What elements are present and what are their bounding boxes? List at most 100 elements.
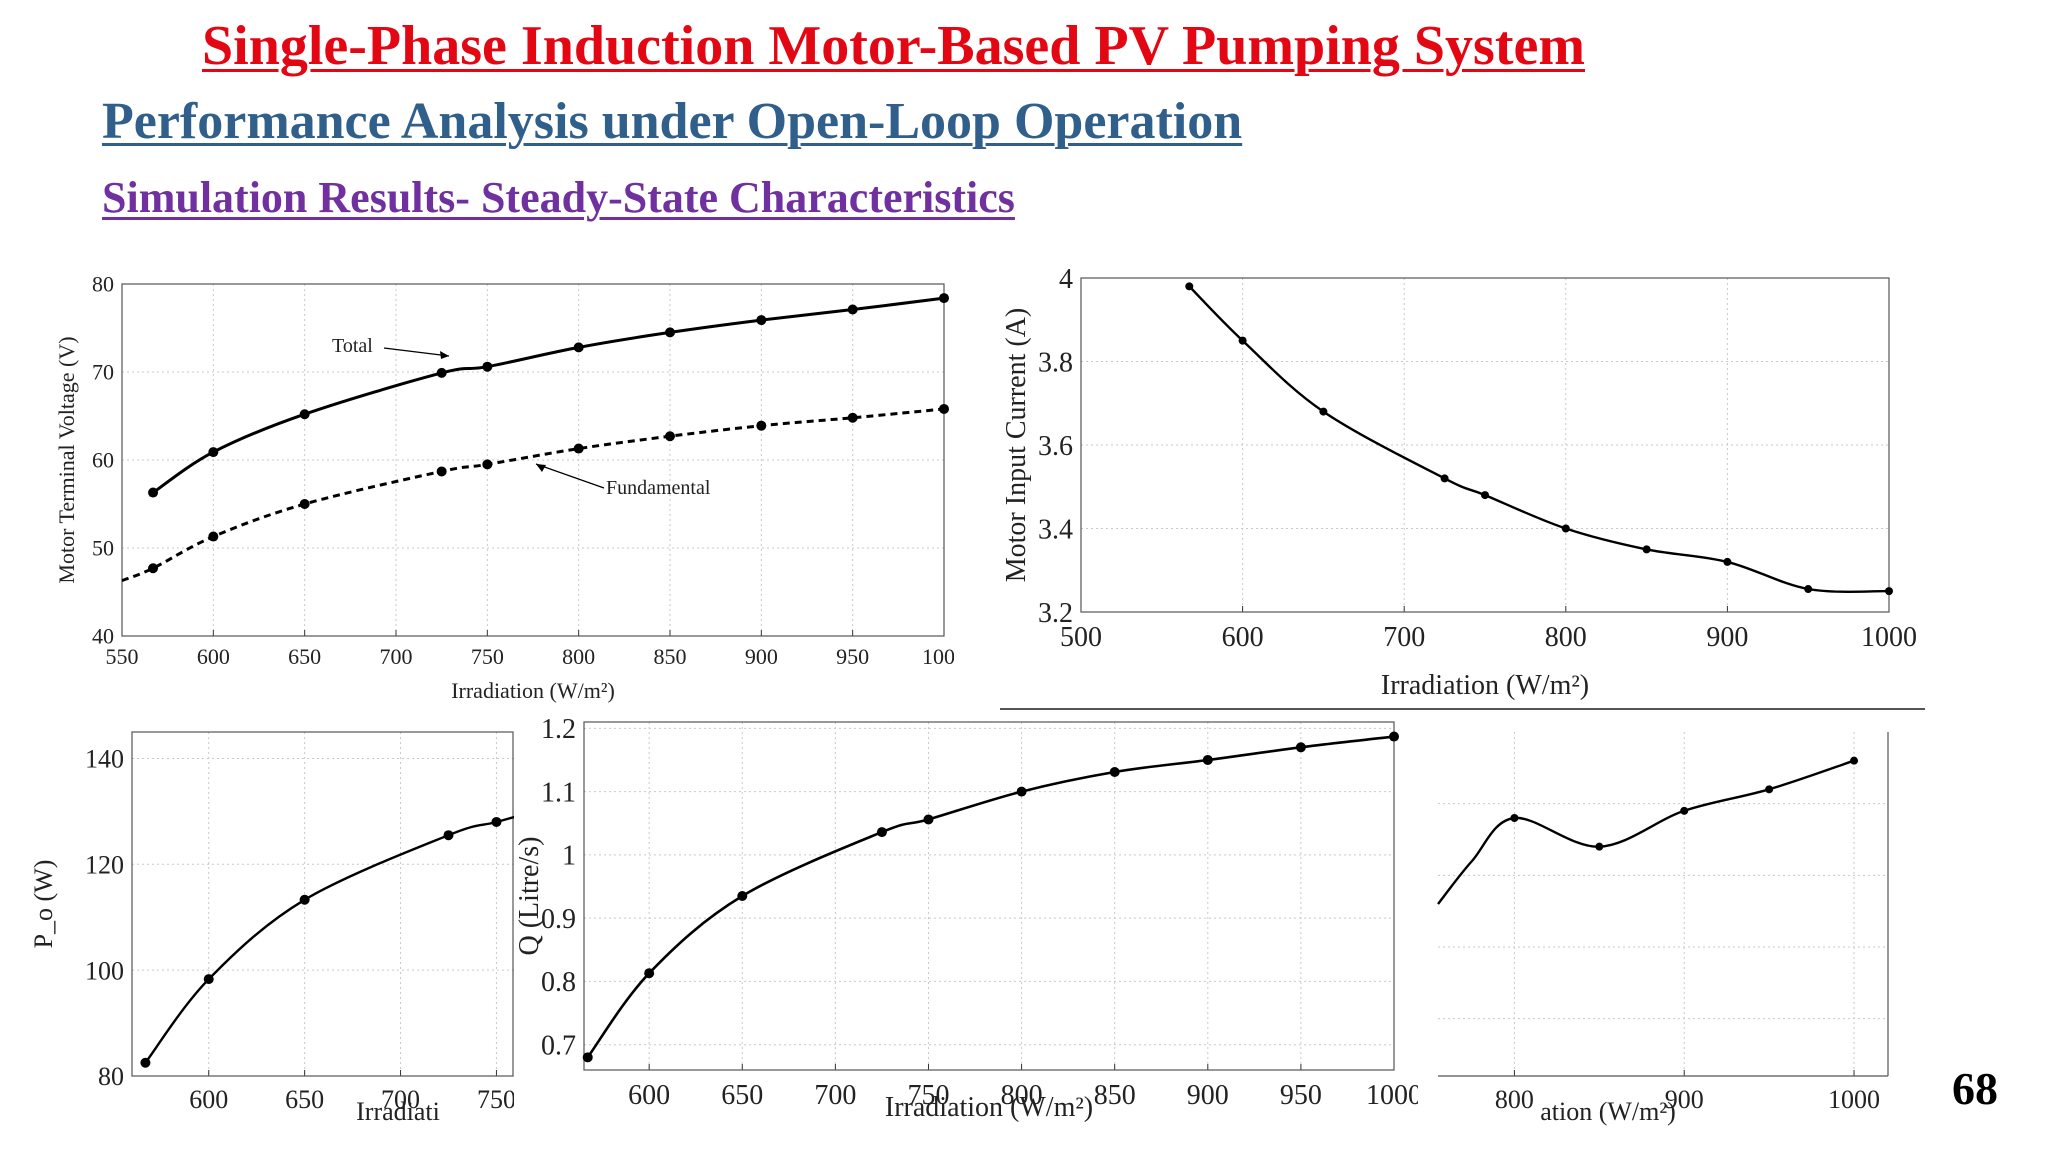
y-tick-label: 3.6	[1038, 431, 1073, 462]
separator-line	[1000, 708, 1925, 710]
x-axis-label: Irradiati	[356, 1097, 440, 1126]
y-tick-label: 1.1	[541, 777, 576, 808]
data-point	[1202, 754, 1213, 765]
x-tick-label: 950	[1280, 1080, 1322, 1111]
y-tick-label: 0.8	[541, 967, 576, 998]
y-tick-label: 3.4	[1038, 514, 1073, 545]
data-point	[1319, 407, 1328, 416]
y-tick-label: 40	[92, 624, 114, 649]
x-tick-label: 900	[745, 644, 778, 669]
flow-rate-chart: 600 650 700 750 800 850 900 950 1000 0.7 0.8 0.9 1 1.…	[514, 712, 1418, 1134]
y-axis-label: Motor Terminal Voltage (V)	[54, 336, 79, 583]
y-axis-label: Q (Litre/s)	[514, 837, 545, 956]
current-chart: 500 600 700 800 900 1000 3.2 3.4 3.6 3.8 4 Irradiat…	[995, 262, 1930, 714]
x-tick-label: 700	[380, 644, 413, 669]
axes-frame	[131, 731, 514, 1077]
x-tick-label: 600	[189, 1085, 228, 1114]
data-point	[1481, 491, 1489, 500]
axes-frame	[121, 283, 945, 637]
data-point	[665, 327, 675, 338]
data-point	[1185, 282, 1194, 291]
y-tick-label: 100	[85, 956, 124, 985]
plot-area: 600 650 700 750 80 100 120 140	[85, 731, 514, 1114]
annotation-total: Total	[332, 335, 373, 357]
data-point	[208, 531, 219, 542]
y-tick-label: 0.9	[541, 904, 576, 935]
data-point	[847, 412, 858, 423]
data-point	[1561, 524, 1570, 533]
data-point	[665, 431, 675, 442]
data-point	[1016, 786, 1027, 797]
data-point	[923, 814, 934, 825]
x-tick-label: 900	[1187, 1080, 1229, 1111]
y-tick-label: 120	[85, 850, 124, 879]
y-tick-label: 3.2	[1038, 598, 1073, 629]
y-tick-label: 4	[1059, 264, 1073, 295]
x-tick-label: 700	[381, 1085, 420, 1114]
plot-area: 550 600 650 700 750 800 850 900 950 1000 40 50 60 70 8…	[92, 272, 954, 669]
data-point	[203, 974, 214, 985]
series-line	[121, 407, 945, 582]
x-axis-label: Irradiation (W/m²)	[1381, 670, 1589, 701]
data-point	[876, 827, 887, 838]
y-tick-label: 60	[92, 448, 114, 473]
chart-svg: 600 650 700 750 80 100 120 140 Irradiati P_o (W)	[29, 731, 514, 1126]
data-point	[1850, 756, 1859, 765]
slide-subtitle: Performance Analysis under Open-Loop Ope…	[102, 93, 1243, 150]
data-point	[756, 420, 767, 431]
x-tick-label: 650	[285, 1085, 324, 1114]
annotation-fundamental: Fundamental	[606, 477, 711, 499]
x-axis-label: Irradiation (W/m²)	[451, 678, 615, 703]
x-tick-label: 900	[1665, 1085, 1704, 1114]
data-point	[737, 891, 748, 901]
series-line	[586, 735, 1395, 1059]
data-point	[148, 563, 159, 574]
x-tick-label: 850	[1094, 1080, 1136, 1111]
y-tick-label: 70	[92, 360, 114, 385]
data-point	[491, 816, 502, 827]
data-point	[436, 466, 447, 477]
axes-frame	[1080, 277, 1890, 613]
section-heading: Simulation Results- Steady-State Charact…	[102, 173, 1015, 222]
data-point	[756, 315, 767, 326]
x-tick-label: 700	[1383, 622, 1425, 653]
x-tick-label: 1000	[1366, 1080, 1418, 1111]
data-point	[299, 409, 310, 420]
data-point	[1238, 336, 1247, 345]
data-point	[299, 499, 310, 509]
x-tick-label: 1000	[922, 644, 954, 669]
x-tick-label: 1000	[1861, 622, 1917, 653]
chart-svg: 600 650 700 750 800 850 900 950 1000 0.7 0.8 0.9 1 1.…	[514, 714, 1418, 1123]
x-tick-label: 800	[1545, 622, 1587, 653]
data-point	[1440, 474, 1449, 483]
x-tick-label: 500	[1060, 622, 1102, 653]
data-point	[443, 830, 454, 841]
x-tick-label: 550	[106, 644, 139, 669]
data-point	[482, 361, 493, 372]
x-tick-label: 800	[1495, 1085, 1534, 1114]
y-tick-label: 1	[562, 841, 576, 872]
data-point	[1885, 587, 1893, 596]
data-point	[299, 894, 310, 905]
series-line	[1188, 285, 1890, 593]
plot-area: 500 600 700 800 900 1000 3.2 3.4 3.6 3.8 4	[1038, 264, 1917, 653]
series-line	[144, 815, 514, 1064]
y-axis-label: P_o (W)	[29, 860, 58, 949]
y-axis-label: Motor Input Current (A)	[1001, 308, 1032, 583]
chart-svg: 500 600 700 800 900 1000 3.2 3.4 3.6 3.8 4 Irradiat…	[1001, 264, 1917, 701]
x-tick-label: 750	[907, 1080, 949, 1111]
y-tick-label: 0.7	[541, 1030, 576, 1061]
data-point	[847, 304, 858, 315]
data-point	[573, 443, 584, 454]
x-tick-label: 650	[288, 644, 321, 669]
plot-area: 600 650 700 750 800 850 900 950 1000 0.7 0.8 0.9 1 1.…	[541, 714, 1418, 1111]
x-tick-label: 800	[562, 644, 595, 669]
annotation-arrow	[535, 463, 605, 489]
x-tick-label: 1000	[1828, 1085, 1880, 1114]
y-tick-label: 50	[92, 536, 114, 561]
x-tick-label: 700	[814, 1080, 856, 1111]
data-point	[1804, 585, 1813, 594]
y-tick-label: 1.2	[541, 714, 576, 745]
voltage-chart: 550 600 650 700 750 800 850 900 950 1000 40 50 60 70 8…	[54, 268, 954, 708]
axes-frame	[583, 721, 1395, 1071]
